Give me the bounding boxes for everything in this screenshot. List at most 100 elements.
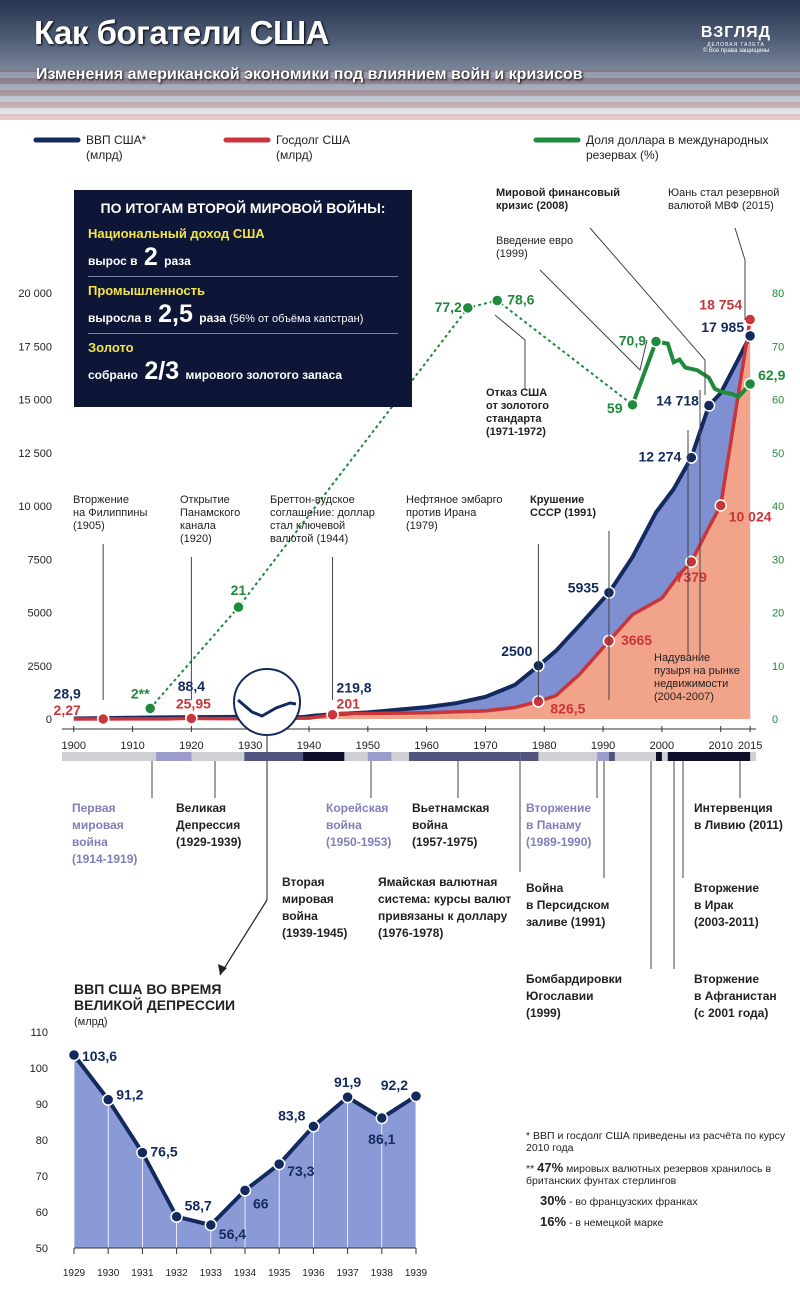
ww2-results-box: ПО ИТОГАМ ВТОРОЙ МИРОВОЙ ВОЙНЫ: Национал… bbox=[74, 190, 412, 407]
y-right-tick-7: 70 bbox=[772, 341, 784, 353]
event-above-0-line-1: на Филиппины bbox=[73, 507, 147, 519]
dep-x-tick-3: 1932 bbox=[165, 1268, 188, 1279]
legend-name-2: Доля доллара в международных bbox=[586, 133, 768, 147]
value-label-17: 7379 bbox=[676, 569, 707, 585]
event-above-1-line-0: Открытие bbox=[180, 494, 230, 506]
point-19 bbox=[714, 499, 727, 512]
event-below-9-line-0: Вторжение bbox=[694, 972, 759, 986]
event-above-6-line-1: (1999) bbox=[496, 248, 528, 260]
value-label-8: 77,2 bbox=[435, 299, 462, 315]
legend-unit-2: резервах (%) bbox=[586, 148, 659, 162]
event-below-0-line-0: Первая bbox=[72, 801, 116, 815]
y-left-tick-3: 7500 bbox=[28, 554, 52, 566]
infobox-income-big: 2 bbox=[143, 243, 158, 271]
dep-x-tick-10: 1939 bbox=[405, 1268, 428, 1279]
event-below-1-line-1: Депрессия bbox=[176, 818, 240, 832]
event-below-10-line-0: Вторжение bbox=[694, 881, 759, 895]
timeline-segment-0 bbox=[156, 752, 192, 761]
timeline-segment-3 bbox=[367, 752, 392, 761]
point-8 bbox=[461, 301, 475, 315]
legend-unit-1: (млрд) bbox=[276, 148, 313, 162]
point-14 bbox=[626, 398, 639, 412]
event-below-3-line-0: Корейская bbox=[326, 801, 388, 815]
event-above-5-line-2: стандарта bbox=[486, 413, 542, 425]
event-below-2-line-0: Вторая bbox=[282, 875, 325, 889]
x-tick-7: 1970 bbox=[473, 740, 497, 752]
y-right-tick-2: 20 bbox=[772, 608, 784, 620]
dep-value-label-9: 86,1 bbox=[368, 1131, 395, 1147]
event-below-6-line-0: Вторжение bbox=[526, 801, 591, 815]
depression-ylabel: (млрд) bbox=[74, 1016, 108, 1028]
timeline-segment-8 bbox=[656, 752, 662, 761]
infobox-income-pre: вырос в bbox=[88, 254, 138, 268]
footnote-de: 16% - в немецкой марке bbox=[526, 1214, 796, 1229]
value-label-22: 62,9 bbox=[758, 367, 785, 383]
y-left-tick-4: 10 000 bbox=[18, 501, 52, 513]
value-label-15: 70,9 bbox=[619, 332, 646, 348]
value-label-0: 28,9 bbox=[54, 685, 81, 701]
event-below-2-line-1: мировая bbox=[282, 892, 334, 906]
y-left-tick-1: 2500 bbox=[28, 661, 52, 673]
infobox-income-post: раза bbox=[164, 254, 191, 268]
value-label-6: 219,8 bbox=[337, 679, 372, 695]
reserve-share-line bbox=[630, 339, 752, 406]
event-below-2-line-3: (1939-1945) bbox=[282, 926, 347, 940]
event-below-6-line-1: в Панаму bbox=[526, 818, 582, 832]
timeline-segment-1 bbox=[244, 752, 310, 761]
point-4 bbox=[185, 712, 198, 725]
event-below-5-line-2: привязаны к доллару bbox=[378, 909, 508, 923]
dep-area bbox=[74, 1055, 416, 1248]
infobox-gold-post: мирового золотого запаса bbox=[185, 368, 343, 382]
value-label-2: 2** bbox=[131, 685, 150, 701]
event-above-6-line-0: Введение евро bbox=[496, 235, 573, 247]
page-title: Как богатели США bbox=[34, 14, 329, 51]
event-below-11-line-0: Интервенция bbox=[694, 801, 773, 815]
event-above-leader-9 bbox=[687, 390, 701, 655]
x-tick-8: 1980 bbox=[532, 740, 556, 752]
event-below-4-line-0: Вьетнамская bbox=[412, 801, 489, 815]
depression-title-1: ВВП США ВО ВРЕМЯ bbox=[74, 981, 221, 997]
dep-point-9 bbox=[375, 1111, 389, 1125]
value-label-7: 201 bbox=[337, 696, 361, 712]
event-above-5-line-3: (1971-1972) bbox=[486, 426, 546, 438]
event-below-2-line-2: война bbox=[282, 909, 318, 923]
footnotes: * ВВП и госдолг США приведены из расчёта… bbox=[526, 1130, 796, 1235]
x-tick-12: 2015 bbox=[738, 740, 762, 752]
magnifier-line bbox=[237, 698, 297, 718]
brand-logo: ВЗГЛЯД ДЕЛОВАЯ ГАЗЕТА © Все права защище… bbox=[696, 24, 776, 54]
timeline-segment-7 bbox=[608, 752, 615, 761]
value-label-10: 2500 bbox=[501, 643, 532, 659]
value-label-12: 5935 bbox=[568, 580, 599, 596]
header-banner: Как богатели США Изменения американской … bbox=[0, 0, 800, 120]
event-above-7-line-1: кризис (2008) bbox=[496, 200, 569, 212]
footnote-fr-text: - во французских франках bbox=[568, 1196, 698, 1208]
dep-y-tick-2: 70 bbox=[36, 1171, 48, 1183]
infobox-income: Национальный доход США вырос в 2 раза bbox=[88, 226, 398, 277]
point-5 bbox=[232, 600, 245, 614]
dep-x-tick-1: 1930 bbox=[97, 1268, 120, 1279]
event-below-1-line-0: Великая bbox=[176, 801, 226, 815]
x-tick-4: 1940 bbox=[297, 740, 321, 752]
dep-point-7 bbox=[307, 1120, 320, 1133]
y-left-tick-6: 15 000 bbox=[18, 395, 52, 407]
dep-y-tick-4: 90 bbox=[36, 1099, 48, 1111]
brand-rights: © Все права защищены bbox=[702, 48, 770, 54]
page-subtitle: Изменения американской экономики под вли… bbox=[36, 66, 583, 83]
point-15 bbox=[649, 335, 663, 348]
infobox-industry-line: выросла в 2,5 раза (56% от объёма капстр… bbox=[88, 300, 398, 329]
infobox-gold-big: 2/3 bbox=[144, 357, 180, 385]
y-right-tick-3: 30 bbox=[772, 554, 784, 566]
event-below-7-line-1: в Персидском bbox=[526, 898, 610, 912]
timeline-segment-5 bbox=[520, 752, 539, 761]
debt-area bbox=[73, 319, 751, 719]
footnote-dstar-text: мировых валютных резервов хранилось в бр… bbox=[526, 1163, 772, 1187]
footnote-dstar: ** 47% мировых валютных резервов хранило… bbox=[526, 1160, 796, 1187]
x-tick-1: 1910 bbox=[120, 740, 144, 752]
dep-value-label-3: 58,7 bbox=[185, 1198, 212, 1214]
dep-value-label-7: 83,8 bbox=[278, 1107, 305, 1123]
dep-value-label-1: 91,2 bbox=[116, 1087, 143, 1103]
event-below-1-line-2: (1929-1939) bbox=[176, 835, 241, 849]
dep-point-6 bbox=[272, 1157, 286, 1171]
